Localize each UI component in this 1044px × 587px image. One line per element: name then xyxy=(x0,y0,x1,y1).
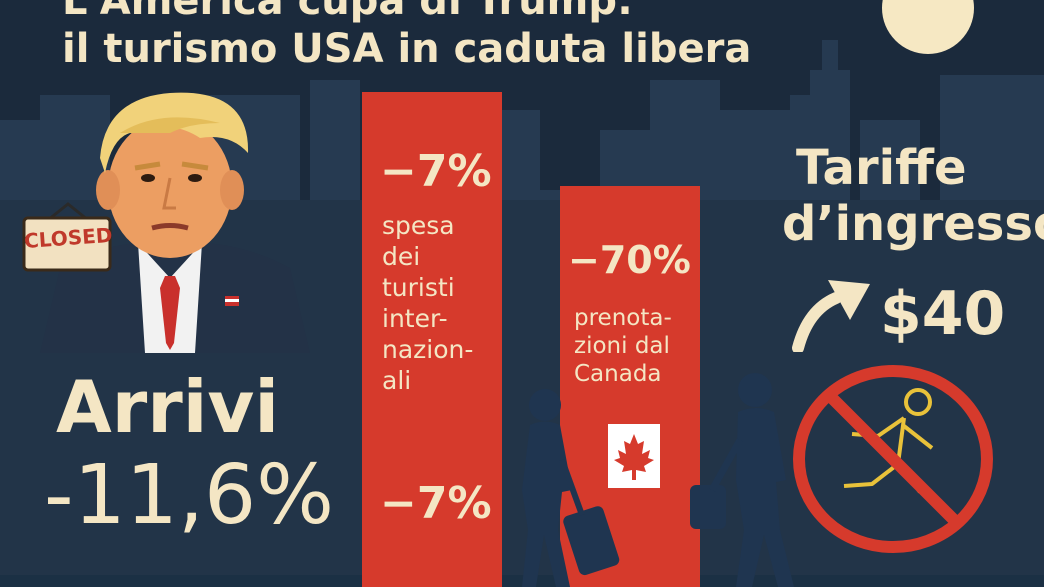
arrivals-value: -11,6% xyxy=(44,448,335,543)
traveler-silhouettes xyxy=(522,373,794,587)
tariff-line-1: Tariffe xyxy=(796,140,967,196)
spending-line-6: ali xyxy=(382,366,412,395)
spending-value: −7% xyxy=(380,146,492,197)
canada-bookings-line-3: Canada xyxy=(574,361,662,387)
tariff-line-2: d’ingresso xyxy=(782,196,1044,252)
spending-bottom-value: −7% xyxy=(380,478,492,529)
no-entry-runner-icon xyxy=(793,365,993,553)
arrivals-label: Arrivi xyxy=(56,365,280,449)
canada-bookings-line-1: prenota- xyxy=(574,305,672,331)
spending-line-1: spesa xyxy=(382,211,455,240)
spending-line-5: nazion- xyxy=(382,335,474,364)
canada-bookings-value: −70% xyxy=(568,238,691,282)
spending-line-3: turisti xyxy=(382,273,455,302)
spending-line-2: dei xyxy=(382,242,421,271)
canada-bookings-line-2: zioni dal xyxy=(574,333,670,359)
canada-flag-icon xyxy=(582,424,686,488)
spending-bar xyxy=(362,92,502,587)
closed-sign-icon xyxy=(22,202,112,272)
tariff-price: $40 xyxy=(880,279,1006,349)
moon-icon xyxy=(882,0,974,54)
title-line-2: il turismo USA in caduta libera xyxy=(62,26,752,72)
title-line-1: L'America cupa di Trump: xyxy=(62,0,633,24)
trump-illustration xyxy=(40,92,310,353)
spending-line-4: inter- xyxy=(382,304,448,333)
trend-up-arrow-icon xyxy=(792,280,870,352)
